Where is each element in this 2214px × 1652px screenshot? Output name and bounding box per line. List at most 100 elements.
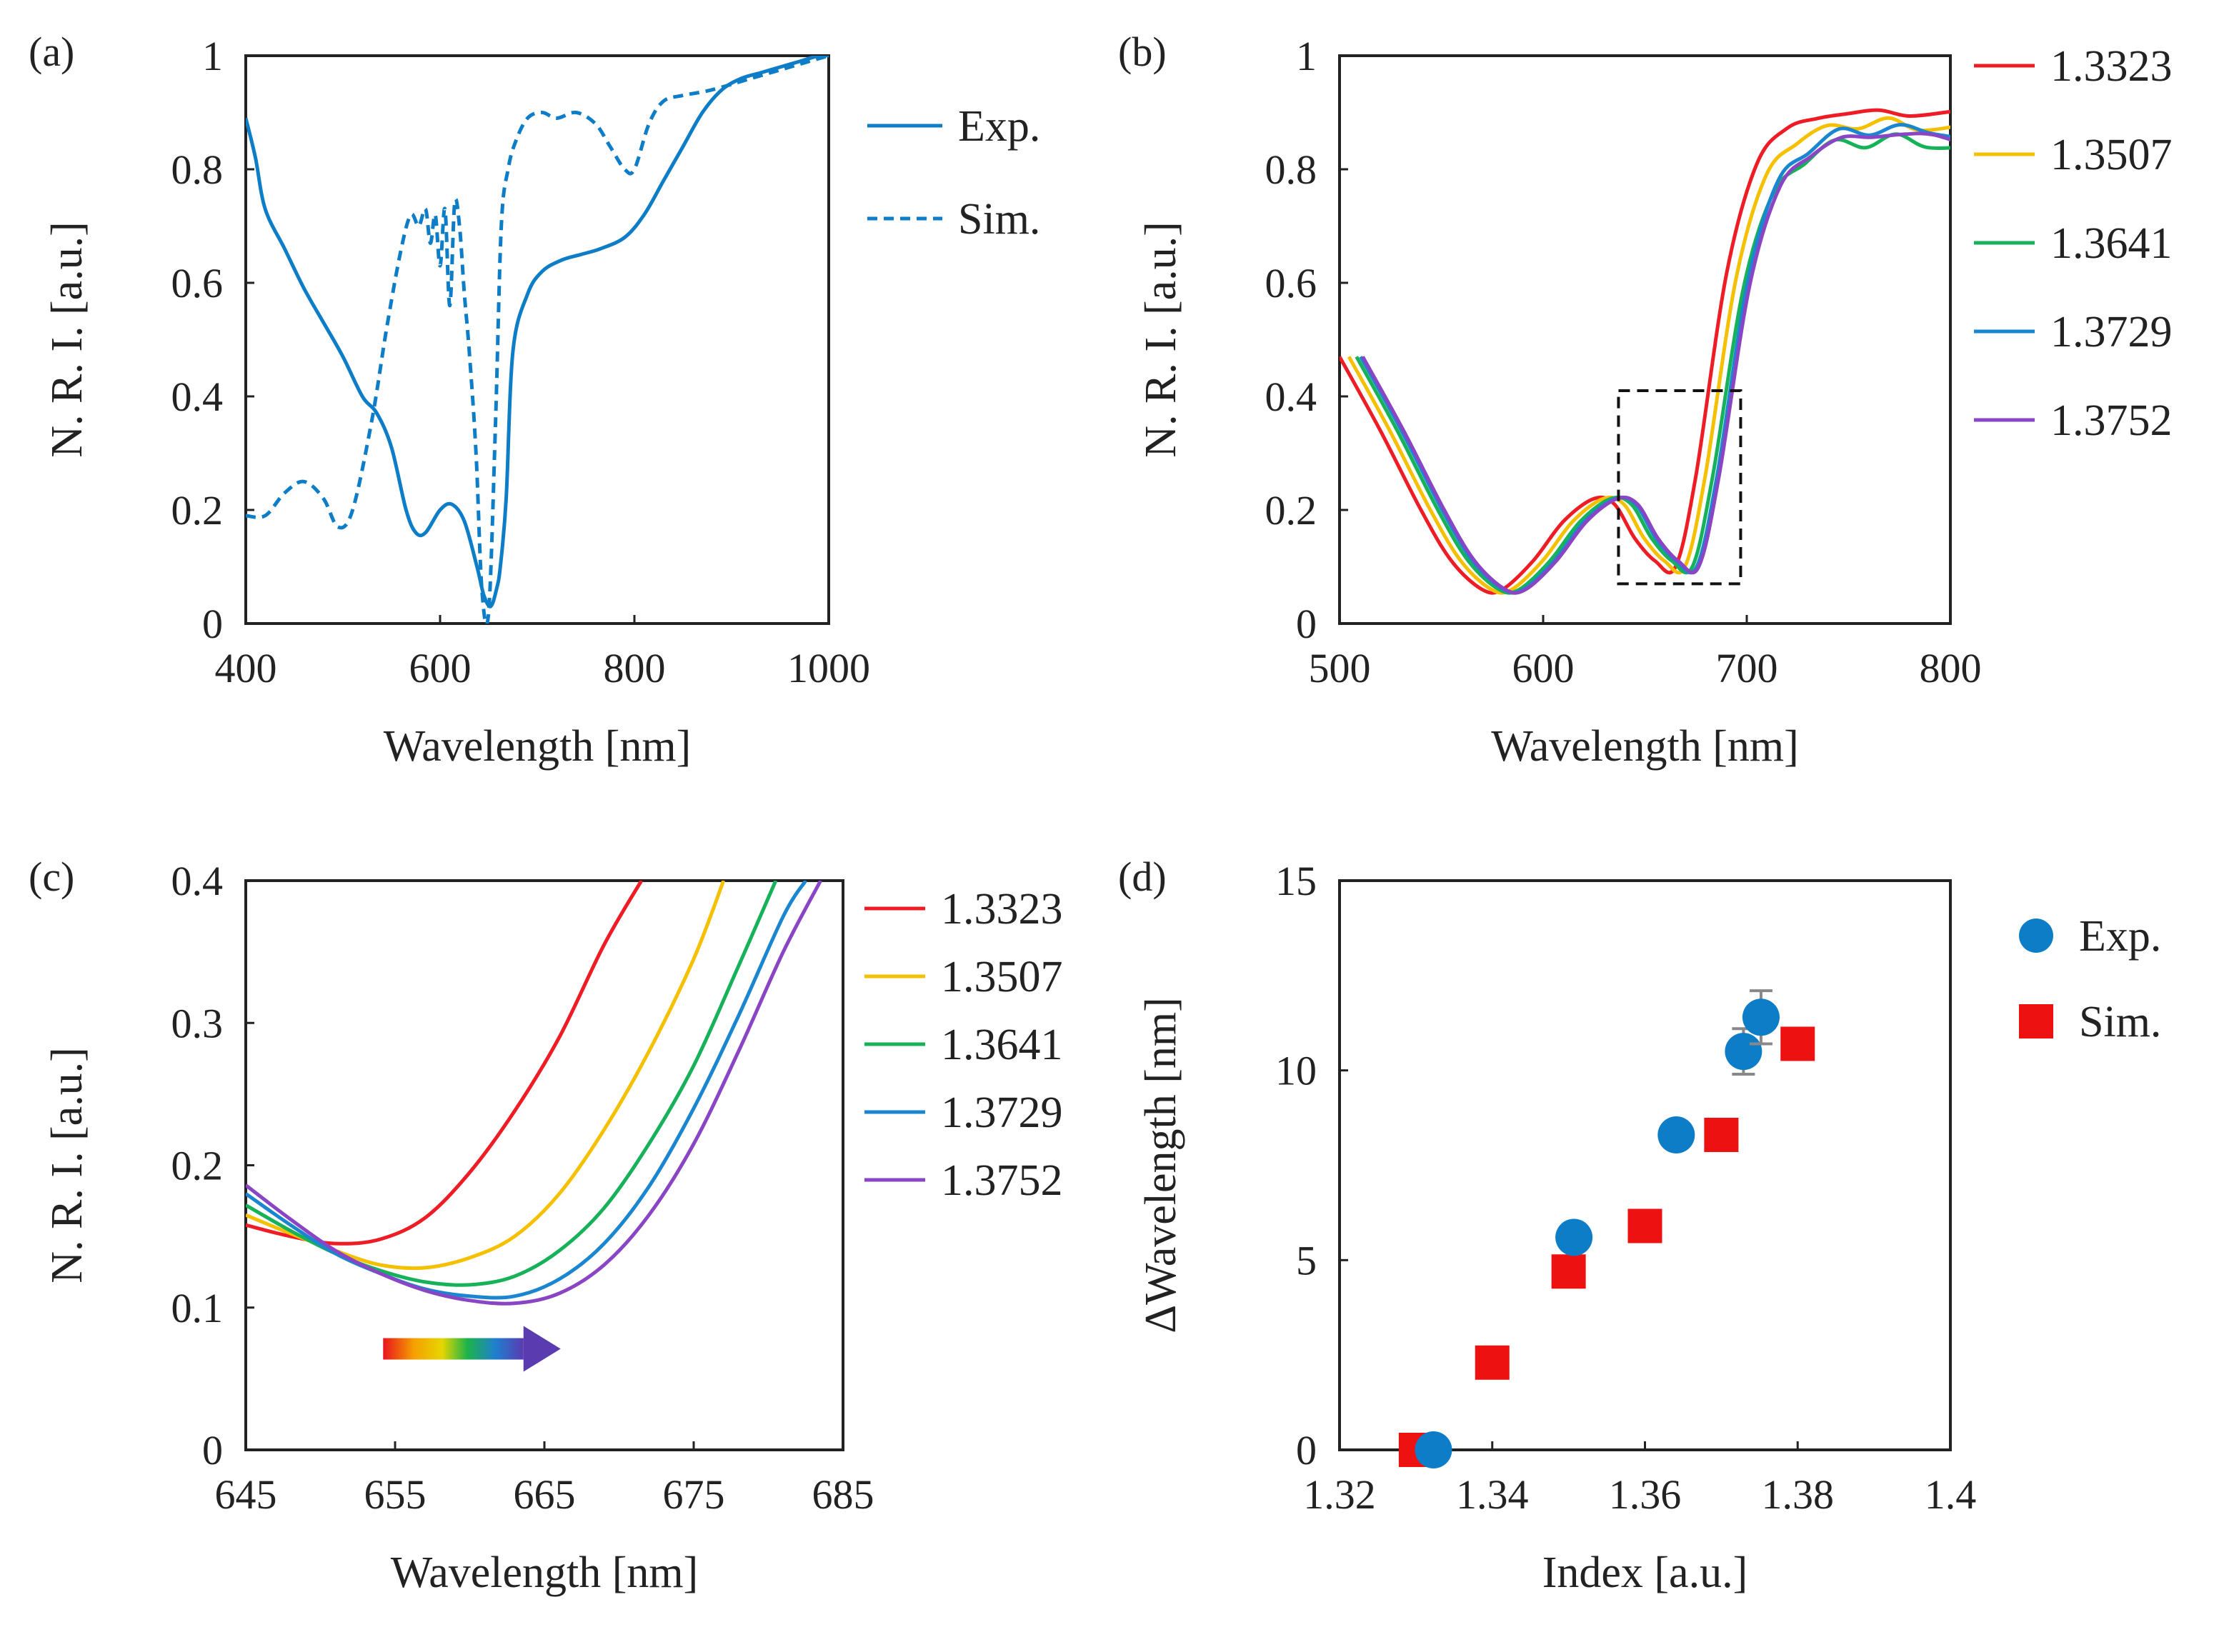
y-tick-label: 0.8 xyxy=(1265,146,1317,193)
x-tick-label: 800 xyxy=(1920,645,1982,691)
panel-label: (a) xyxy=(29,29,74,75)
legend-label: Exp. xyxy=(958,102,1040,151)
legend-label: 1.3641 xyxy=(2050,219,2173,268)
x-tick-label: 1.4 xyxy=(1925,1471,1977,1518)
series-group xyxy=(246,881,822,1306)
panel-a: 400 600 800 1000 0 0.2 0.4 0.6 0.8 1 Wavelength [n… xyxy=(29,29,1040,771)
panel-c: 645 655 665 675 685 0 0.1 0.2 0.3 0.4 Wavelength [… xyxy=(29,853,1063,1597)
x-tick-label: 645 xyxy=(215,1471,277,1518)
y-tick-label: 10 xyxy=(1275,1048,1317,1094)
plot-frame xyxy=(244,54,830,625)
y-tick-label: 0.1 xyxy=(171,1285,224,1331)
series-line-1-3752 xyxy=(246,881,822,1306)
legend-label: 1.3752 xyxy=(2050,396,2173,445)
x-tick-label: 1.36 xyxy=(1609,1471,1682,1518)
y-axis-label: ΔWavelength [nm] xyxy=(1137,997,1185,1333)
legend-label: 1.3641 xyxy=(941,1021,1063,1069)
y-axis-label: N. R. I. [a.u.] xyxy=(1137,221,1185,458)
x-axis-label: Wavelength [nm] xyxy=(384,722,692,771)
panel-label: (b) xyxy=(1118,29,1167,75)
y-tick-label: 0 xyxy=(1296,601,1317,647)
legend-label: 1.3507 xyxy=(2050,131,2173,179)
y-tick-label: 5 xyxy=(1296,1237,1317,1283)
y-tick-label: 0.6 xyxy=(171,260,224,306)
plot-frame xyxy=(1338,54,1952,625)
x-tick-label: 600 xyxy=(1512,645,1575,691)
sim-square-point xyxy=(1475,1345,1510,1380)
series-line-1-3323 xyxy=(1340,108,1950,595)
legend-label: Sim. xyxy=(958,195,1040,244)
y-tick-label: 0 xyxy=(202,1427,223,1473)
x-tick-label: 500 xyxy=(1309,645,1371,691)
exp-circle-point xyxy=(1657,1116,1695,1153)
panel-label: (c) xyxy=(29,853,74,900)
x-tick-label: 700 xyxy=(1716,645,1778,691)
y-tick-label: 0.8 xyxy=(171,146,224,193)
legend-label: 1.3323 xyxy=(2050,42,2173,91)
panel-label: (d) xyxy=(1118,853,1167,900)
x-tick-label: 400 xyxy=(215,645,277,691)
series-line-1-3752 xyxy=(1361,131,1950,595)
series-group xyxy=(246,56,829,624)
legend-label: 1.3729 xyxy=(2050,308,2173,356)
y-tick-label: 0.4 xyxy=(171,374,224,420)
rainbow-arrow-head xyxy=(523,1326,561,1372)
x-tick-label: 1.32 xyxy=(1303,1471,1376,1518)
legend-label: 1.3729 xyxy=(941,1088,1063,1137)
rainbow-arrow-body xyxy=(383,1338,524,1360)
sim-square-point xyxy=(1704,1117,1739,1152)
panel-d: 1.32 1.34 1.36 1.38 1.4 0 5 10 15 Index [a.u.] ΔWa… xyxy=(1118,853,2161,1597)
series-line-sim xyxy=(246,56,829,624)
y-tick-label: 0.2 xyxy=(171,487,224,534)
series-group xyxy=(1398,989,1815,1468)
y-axis-label: N. R. I. [a.u.] xyxy=(43,1047,91,1283)
series-line-1-3507 xyxy=(1347,116,1950,595)
exp-circle-point xyxy=(1415,1431,1452,1468)
y-tick-label: 0.3 xyxy=(171,1000,224,1046)
series-group xyxy=(1340,108,1950,595)
sim-square-point xyxy=(1780,1026,1815,1061)
x-axis-label: Wavelength [nm] xyxy=(391,1548,699,1597)
exp-circle-point xyxy=(1725,1033,1762,1071)
y-tick-label: 0.2 xyxy=(171,1143,224,1189)
exp-circle-point xyxy=(1742,998,1780,1036)
y-tick-label: 15 xyxy=(1275,858,1317,904)
legend-label: 1.3507 xyxy=(941,953,1063,1001)
plot-frame xyxy=(244,879,844,1451)
x-axis-label: Index [a.u.] xyxy=(1542,1548,1747,1597)
series-line-exp xyxy=(246,56,829,609)
y-tick-label: 0.4 xyxy=(1265,374,1317,420)
sim-square-point xyxy=(1551,1254,1586,1289)
exp-circle-point xyxy=(1555,1218,1593,1256)
y-tick-label: 1 xyxy=(1296,33,1317,79)
legend-label: Sim. xyxy=(2079,998,2161,1046)
x-tick-label: 665 xyxy=(514,1471,576,1518)
x-tick-label: 800 xyxy=(604,645,666,691)
y-tick-label: 1 xyxy=(202,33,223,79)
legend-label: 1.3752 xyxy=(941,1156,1063,1205)
legend-circle-marker xyxy=(2019,918,2053,953)
x-tick-label: 675 xyxy=(663,1471,725,1518)
x-tick-label: 600 xyxy=(409,645,472,691)
panel-b: 500 600 700 800 0 0.2 0.4 0.6 0.8 1 Wavelength [nm… xyxy=(1118,29,2173,771)
plot-frame xyxy=(1338,879,1952,1451)
sim-square-point xyxy=(1627,1208,1662,1243)
series-line-1-3729 xyxy=(246,881,807,1300)
x-tick-label: 1.34 xyxy=(1456,1471,1529,1518)
legend-square-marker xyxy=(2019,1004,2053,1038)
x-axis-label: Wavelength [nm] xyxy=(1491,722,1799,771)
y-tick-label: 0.6 xyxy=(1265,260,1317,306)
y-tick-label: 0.2 xyxy=(1265,487,1317,534)
series-line-1-3323 xyxy=(246,881,644,1246)
series-line-1-3641 xyxy=(246,881,778,1287)
x-tick-label: 655 xyxy=(364,1471,427,1518)
x-tick-label: 1000 xyxy=(787,645,870,691)
y-tick-label: 0 xyxy=(202,601,223,647)
y-axis-label: N. R. I. [a.u.] xyxy=(43,221,91,458)
legend-label: Exp. xyxy=(2079,912,2161,961)
zoom-box xyxy=(1617,389,1742,586)
x-tick-label: 1.38 xyxy=(1762,1471,1835,1518)
legend-label: 1.3323 xyxy=(941,885,1063,933)
y-tick-label: 0 xyxy=(1296,1427,1317,1473)
